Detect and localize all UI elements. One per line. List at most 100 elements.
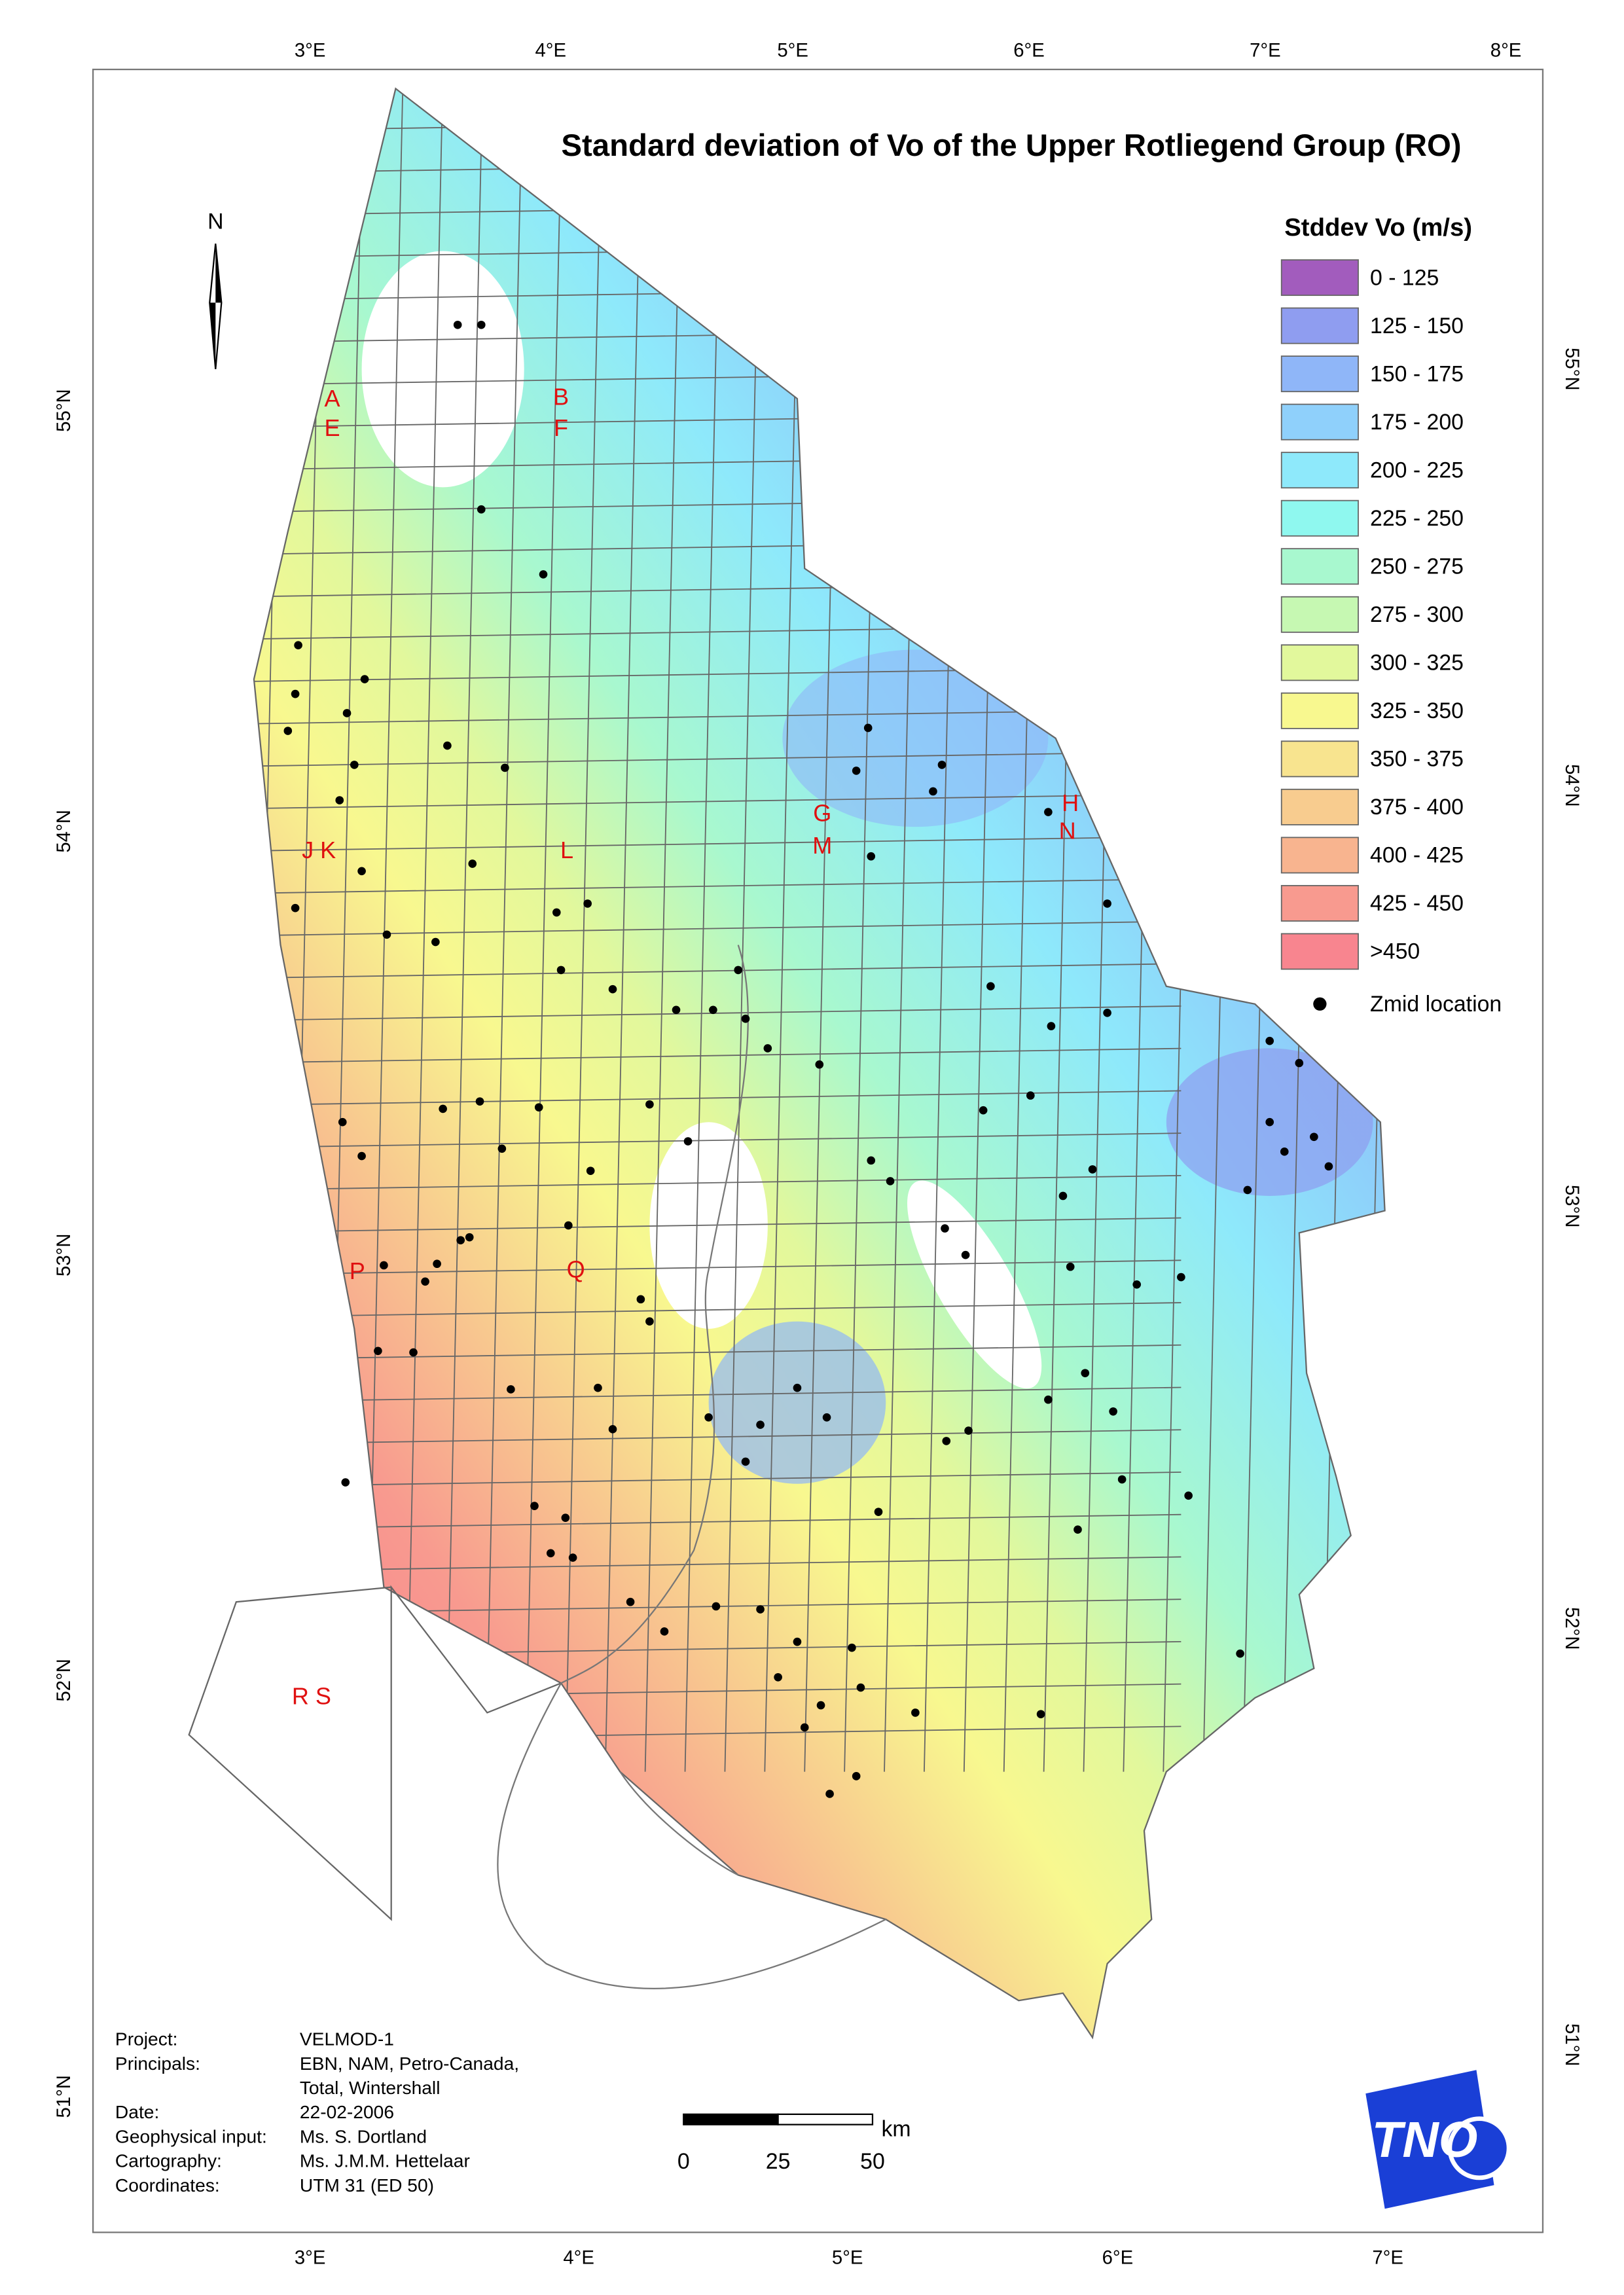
- block-label: M: [812, 832, 832, 859]
- well-point: [338, 1117, 347, 1127]
- longitude-label: 6°E: [1102, 2247, 1134, 2269]
- map-raster: [253, 88, 1385, 2038]
- info-label: Project:: [115, 2029, 178, 2050]
- legend-label: 200 - 225: [1370, 458, 1464, 482]
- block-label: B: [553, 384, 569, 410]
- well-point: [421, 1277, 429, 1286]
- block-labels: AE BF GM HN J K L P Q R S: [292, 384, 1079, 1710]
- longitude-label: 7°E: [1250, 40, 1281, 62]
- block-line: [253, 1302, 1182, 1318]
- block-label: N: [1059, 818, 1076, 844]
- well-point: [1036, 1710, 1045, 1718]
- legend-swatch: [1280, 259, 1359, 297]
- well-point: [561, 1513, 570, 1522]
- well-point: [1265, 1036, 1274, 1045]
- well-point: [874, 1508, 883, 1516]
- well-point: [734, 966, 743, 975]
- well-point: [1058, 1191, 1068, 1201]
- legend-label: 150 - 175: [1370, 361, 1464, 386]
- well-point: [341, 1478, 350, 1487]
- well-point: [1074, 1525, 1082, 1534]
- well-point: [645, 1100, 654, 1109]
- block-line: [485, 88, 524, 1772]
- legend-label: 250 - 275: [1370, 554, 1464, 579]
- legend-label: 325 - 350: [1370, 698, 1464, 723]
- well-point: [941, 1224, 949, 1233]
- block-line: [253, 836, 1182, 852]
- block-line: [253, 1174, 1182, 1191]
- scale-segment: [777, 2113, 874, 2125]
- well-point: [556, 966, 566, 975]
- latitude-label: 51°N: [1561, 2023, 1583, 2066]
- legend-swatch: [1280, 499, 1359, 537]
- well-point: [848, 1643, 856, 1652]
- block-line: [253, 1047, 1182, 1064]
- well-point: [501, 763, 509, 772]
- well-point: [475, 1097, 484, 1106]
- well-point: [741, 1015, 750, 1023]
- well-point: [1066, 1262, 1075, 1271]
- block-line: [644, 88, 683, 1772]
- block-label: L: [560, 837, 573, 863]
- well-point: [1265, 1117, 1274, 1127]
- well-point: [465, 1233, 474, 1242]
- info-block: Project: VELMOD-1 Principals: EBN, NAM, Pet…: [115, 2029, 519, 2196]
- well-point: [774, 1672, 782, 1682]
- legend-label: Zmid location: [1370, 992, 1502, 1017]
- well-point: [683, 1137, 693, 1146]
- well-point: [867, 1156, 876, 1165]
- legend-label: 375 - 400: [1370, 795, 1464, 820]
- well-point: [763, 1044, 772, 1053]
- block-line: [253, 1386, 1182, 1403]
- scale-bar: km 0 25 50: [677, 2113, 911, 2174]
- logo-circle: [1447, 2116, 1511, 2180]
- well-point: [961, 1250, 970, 1259]
- legend-swatch: [1280, 548, 1359, 585]
- scale-label: 50: [860, 2149, 885, 2174]
- well-point: [477, 505, 486, 514]
- info-label: Cartography:: [115, 2150, 222, 2171]
- well-point: [856, 1683, 865, 1692]
- legend-swatch: [1280, 837, 1359, 874]
- well-point: [456, 1236, 465, 1244]
- well-point: [374, 1346, 382, 1356]
- block-line: [253, 1429, 1182, 1445]
- well-point: [1132, 1280, 1142, 1289]
- legend-label: 425 - 450: [1370, 891, 1464, 916]
- info-label: Principals:: [115, 2053, 200, 2074]
- legend-label: 175 - 200: [1370, 410, 1464, 435]
- well-point: [1081, 1369, 1090, 1377]
- latitude-label: 53°N: [53, 1233, 75, 1276]
- well-point: [964, 1426, 973, 1435]
- well-point: [530, 1502, 539, 1510]
- map-frame: [92, 68, 1544, 2233]
- well-point: [852, 1772, 861, 1780]
- block-line: [253, 1472, 1182, 1488]
- block-label: P: [350, 1257, 365, 1284]
- block-line: [253, 1217, 1182, 1234]
- logo: TNO: [1365, 2070, 1511, 2209]
- longitude-label: 3°E: [295, 2247, 326, 2269]
- block-line: [253, 1005, 1182, 1022]
- well-point: [350, 761, 359, 769]
- legend-swatch: [1280, 692, 1359, 729]
- legend-label: 125 - 150: [1370, 314, 1464, 338]
- well-point: [594, 1383, 602, 1392]
- legend-label: 0 - 125: [1370, 265, 1439, 290]
- latitude-label: 52°N: [1561, 1607, 1583, 1650]
- well-point: [477, 320, 486, 329]
- well-point: [439, 1104, 447, 1113]
- block-line: [525, 88, 564, 1772]
- block-line: [253, 1344, 1182, 1361]
- scale-segment: [683, 2113, 779, 2125]
- low-zone: [708, 1321, 886, 1484]
- well-point: [645, 1317, 654, 1326]
- well-point: [568, 1553, 577, 1562]
- latitude-label: 55°N: [1561, 348, 1583, 390]
- well-point: [539, 570, 548, 579]
- latitude-label: 54°N: [53, 810, 75, 853]
- well-points: [283, 320, 1333, 1798]
- legend-label: 400 - 425: [1370, 843, 1464, 868]
- well-point: [636, 1295, 645, 1304]
- well-point: [1324, 1162, 1333, 1171]
